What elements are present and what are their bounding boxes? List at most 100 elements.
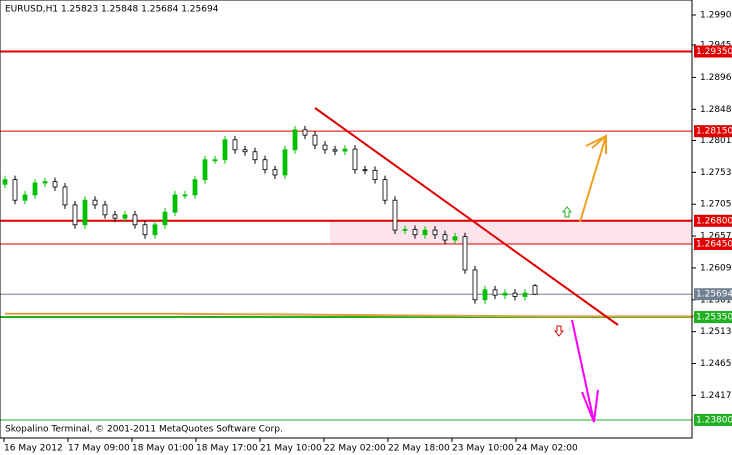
level-label: 1.26800 (696, 216, 732, 226)
y-tick-label: 1.26570 (700, 232, 732, 242)
level-label: 1.26450 (696, 240, 732, 250)
candle-body (192, 179, 198, 196)
candle-body (532, 285, 538, 295)
candle-body (72, 204, 78, 226)
y-tick-label: 1.27050 (700, 200, 732, 210)
sell-icon (553, 325, 565, 337)
y-tick-label: 1.26090 (700, 263, 732, 273)
level-tag (694, 125, 732, 138)
candle-body (352, 148, 358, 171)
target-arrow-up (579, 133, 607, 223)
candle-body (22, 194, 28, 201)
candle-body (182, 194, 188, 197)
candle-body (92, 199, 98, 206)
level-tag (694, 214, 732, 227)
candle-body (242, 149, 248, 153)
level-label: 1.28150 (696, 127, 732, 137)
candle-body (112, 214, 118, 219)
candle-body (162, 211, 168, 226)
x-tick-label: 24 May 02:00 (516, 444, 578, 454)
candle-body (2, 179, 8, 185)
x-tick-label: 18 May 01:00 (132, 444, 194, 454)
y-tick-label: 1.24650 (700, 359, 732, 369)
x-tick-label: 22 May 18:00 (388, 444, 450, 454)
candle-body (522, 292, 528, 297)
level-label: 1.23800 (696, 415, 732, 425)
candle-body (52, 181, 58, 188)
bars-layer (2, 125, 538, 304)
candle-body (122, 214, 128, 219)
candle-body (422, 229, 428, 236)
y-tick-label: 1.28480 (700, 105, 732, 115)
candle-body (132, 214, 138, 226)
candle-body (502, 292, 508, 296)
level-label: 1.25694 (696, 290, 732, 300)
zone (330, 220, 692, 245)
level-tag (694, 311, 732, 324)
level-tag (694, 288, 732, 301)
x-tick-label: 18 May 17:00 (196, 444, 258, 454)
candle-body (402, 229, 408, 231)
x-tick-label: 16 May 2012 (4, 444, 63, 454)
buy-icon (561, 206, 573, 218)
candle-body (432, 229, 438, 236)
candle-body (442, 234, 448, 241)
candle-body (12, 179, 18, 201)
candle-body (492, 289, 498, 296)
candle-body (452, 236, 458, 241)
candle-body (202, 159, 208, 181)
candle-body (172, 194, 178, 213)
candle-body (32, 182, 38, 196)
candle-body (152, 224, 158, 236)
candle-body (102, 204, 108, 216)
candle-body (42, 181, 48, 184)
x-tick-label: 22 May 02:00 (324, 444, 386, 454)
candle-body (512, 292, 518, 297)
y-tick-label: 1.28010 (700, 136, 732, 146)
footer: Skopalino Terminal, © 2001-2011 MetaQuot… (5, 425, 283, 435)
level-label: 1.29350 (696, 47, 732, 57)
level-tag (694, 413, 732, 426)
candle-body (292, 129, 298, 151)
candle-body (62, 186, 68, 206)
candle-body (332, 149, 338, 152)
candle-body (232, 139, 238, 151)
level-tag (694, 238, 732, 251)
zone-layer (330, 220, 692, 245)
candle-body (282, 149, 288, 176)
target-arrow-down (571, 319, 599, 423)
level-tag (694, 45, 732, 58)
axes-layer: 1.29900 1.29450 1.28960 1.28480 1.28010 1.275… (3, 11, 732, 454)
x-tick-label: 17 May 09:00 (68, 444, 130, 454)
candle-body (382, 179, 388, 201)
candle-body (462, 236, 468, 271)
candle-body (342, 148, 348, 152)
trend-line (314, 107, 619, 326)
y-tick-label: 1.25130 (700, 327, 732, 337)
y-tick-label: 1.25610 (700, 295, 732, 305)
candle-body (392, 199, 398, 231)
candle-body (302, 129, 308, 136)
candle-body (472, 269, 478, 301)
candle-body (222, 139, 228, 161)
candle-body (212, 159, 218, 162)
y-tick-label: 1.28960 (700, 73, 732, 83)
candle-body (322, 144, 328, 151)
candle-body (362, 169, 368, 172)
level-label: 1.25350 (696, 313, 732, 323)
y-tick-label: 1.27530 (700, 168, 732, 178)
candle-body (252, 151, 258, 161)
candle-body (372, 169, 378, 181)
y-tick-label: 1.24170 (700, 391, 732, 401)
x-tick-label: 21 May 10:00 (260, 444, 322, 454)
candle-body (82, 199, 88, 226)
candle-body (272, 169, 278, 176)
chart-title: EURUSD,H1 1.25823 1.25848 1.25684 1.2569… (5, 5, 219, 15)
candle-body (312, 134, 318, 146)
plot-frame (0, 0, 693, 439)
y-tick-label: 1.29900 (700, 11, 732, 21)
y-tick-label: 1.29450 (700, 40, 732, 50)
moving-average (5, 312, 695, 318)
candle-body (142, 224, 148, 236)
